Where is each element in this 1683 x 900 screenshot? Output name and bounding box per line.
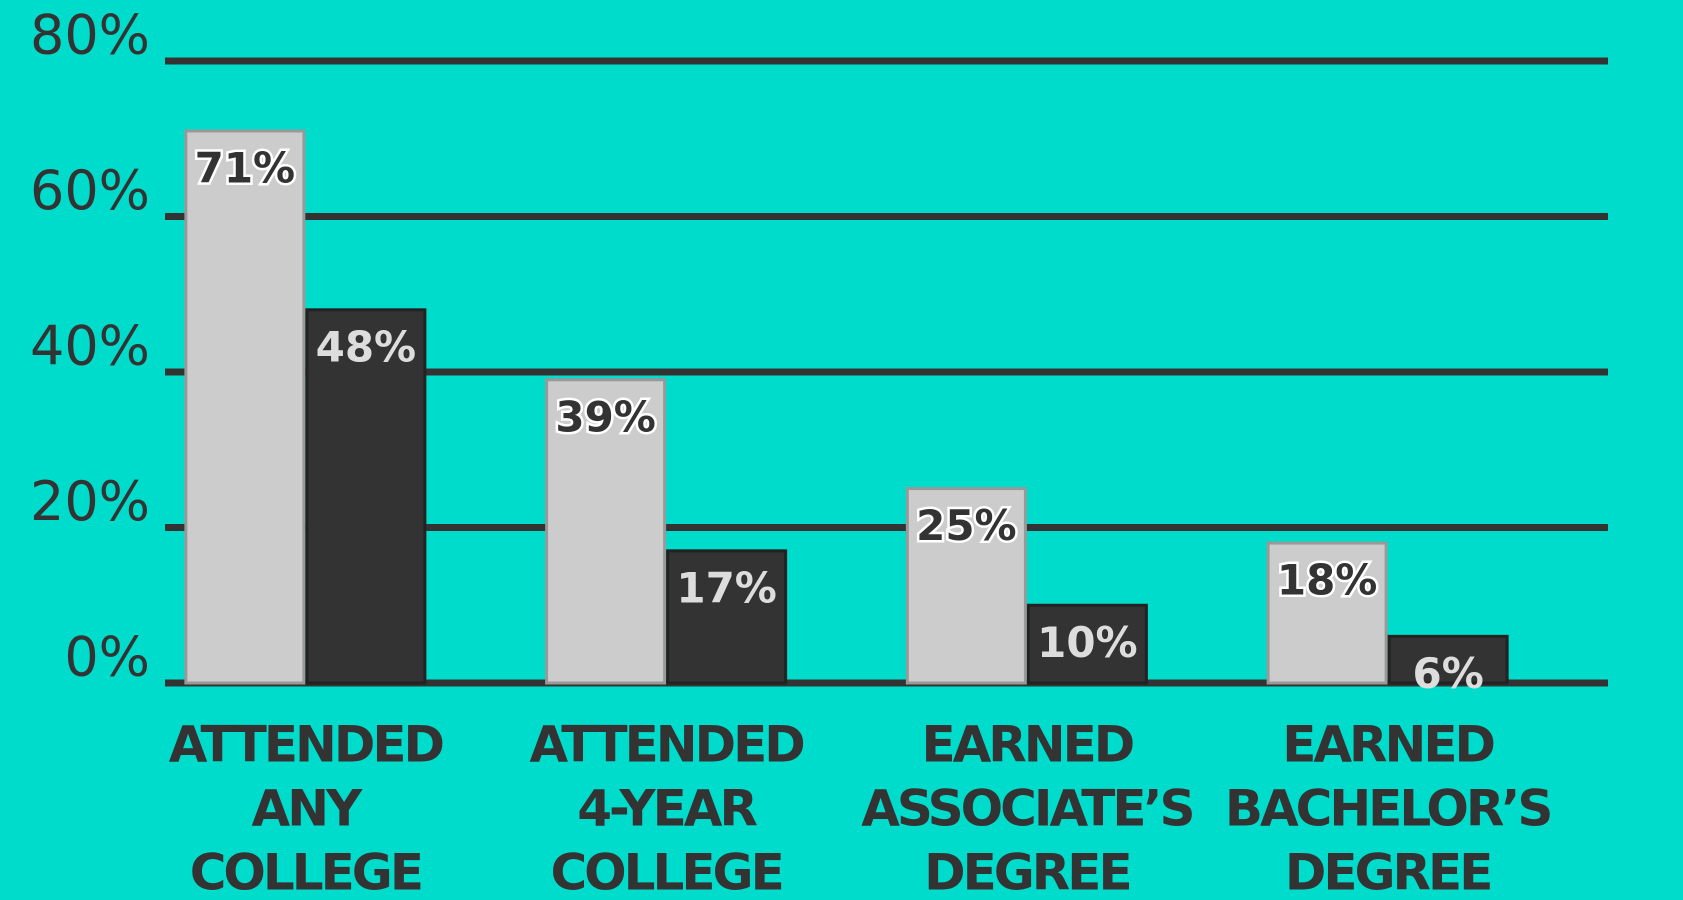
value-label: 48% [316,322,417,371]
bar [184,129,306,685]
value-label: 71% [195,143,296,192]
x-tick-label: COLLEGE [550,844,781,900]
value-label: 6% [1412,649,1483,698]
y-tick-label: 0% [64,626,150,689]
value-label: 25% [916,501,1017,550]
x-tick-label: COLLEGE [190,844,421,900]
value-label: 17% [676,563,777,612]
bar [1387,634,1509,685]
value-label: 18% [1277,556,1378,605]
y-tick-label: 60% [30,159,150,222]
bar [545,378,667,685]
bar [305,308,427,685]
x-tick-label: ANY [252,780,364,838]
value-label: 10% [1037,618,1138,667]
y-tick-label: 20% [30,470,150,533]
x-tick-label: ATTENDED [169,716,443,774]
x-tick-label: EARNED [1282,716,1493,774]
bar [905,487,1027,685]
y-tick-label: 80% [30,4,150,67]
bar [1266,541,1388,685]
bar [1026,603,1148,685]
value-label: 39% [555,392,656,441]
x-tick-label: EARNED [921,716,1132,774]
x-tick-label: ASSOCIATE’S [861,780,1192,838]
x-tick-label: DEGREE [924,844,1130,900]
x-tick-label: DEGREE [1285,844,1491,900]
x-tick-label: 4-YEAR [577,780,757,838]
y-tick-label: 40% [30,315,150,378]
bar [666,549,788,685]
x-tick-label: BACHELOR’S [1225,780,1551,838]
x-tick-label: ATTENDED [529,716,803,774]
